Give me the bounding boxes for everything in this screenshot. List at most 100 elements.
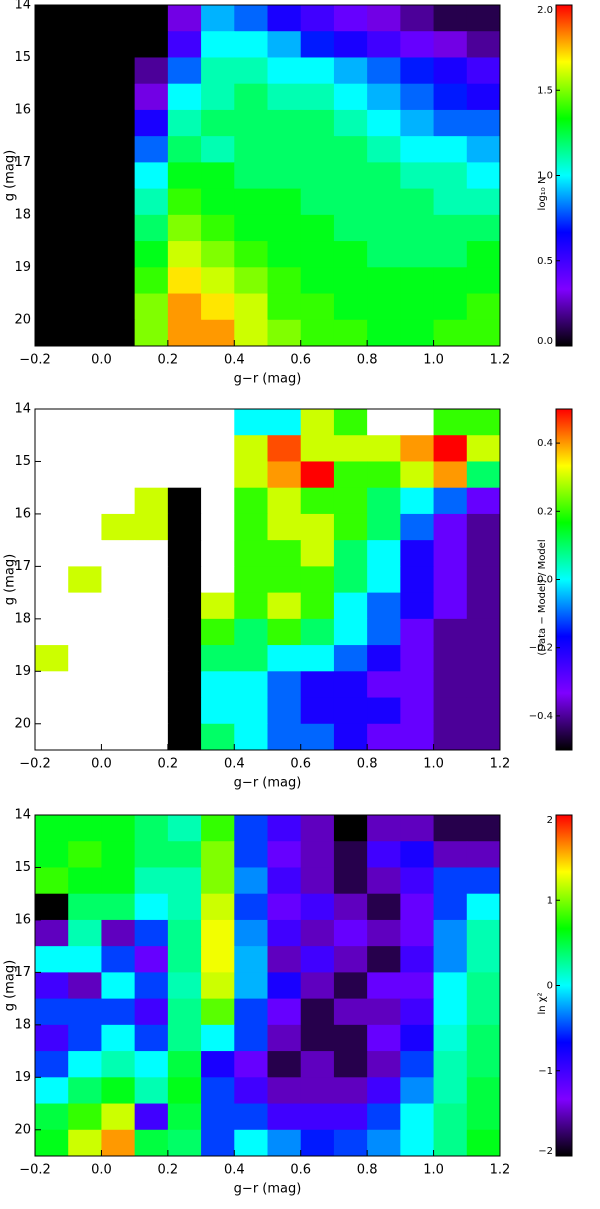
heat-cell	[234, 57, 268, 85]
heat-cell	[466, 841, 501, 868]
heat-cell	[35, 5, 69, 32]
heat-cell	[466, 618, 501, 646]
heat-cell	[234, 319, 268, 347]
heat-cell	[400, 267, 435, 295]
heat-cell	[234, 109, 268, 137]
heat-cell	[167, 136, 202, 163]
heat-cell	[300, 31, 335, 58]
heat-cell	[267, 946, 302, 973]
panel: −0.2 0.0 0.2 0.4 0.6 0.8 1.0 1.2 14 15 16 17 18 19 20 g…	[3, 402, 511, 791]
heat-cell	[35, 1024, 69, 1052]
heat-cell	[234, 1024, 268, 1052]
heat-cell	[400, 31, 435, 58]
plot-frame	[34, 408, 501, 751]
heat-cell	[167, 513, 202, 541]
heat-cell	[234, 5, 268, 32]
heat-cell	[234, 487, 268, 515]
heat-cell	[267, 435, 302, 462]
heat-cell	[68, 972, 102, 1000]
heat-cell	[134, 1103, 169, 1131]
heat-cell	[333, 461, 368, 489]
y-tick-label: 19	[14, 664, 31, 679]
heat-cell	[167, 267, 202, 295]
heat-cell	[433, 972, 468, 1000]
heat-cell	[134, 998, 169, 1026]
heat-cell	[333, 435, 368, 462]
heat-cell	[167, 319, 202, 347]
heat-cell	[367, 671, 401, 699]
heat-cell	[433, 293, 468, 321]
heat-cell	[101, 1051, 136, 1078]
x-tick-label: 0.6	[290, 757, 311, 772]
heat-cell	[466, 671, 501, 699]
heat-cell	[234, 293, 268, 321]
heat-cell	[68, 618, 102, 646]
heat-cell	[201, 214, 235, 242]
heat-cell	[466, 513, 501, 541]
heat-cell	[201, 618, 235, 646]
heat-cell	[267, 162, 302, 190]
heat-cell	[466, 1051, 501, 1078]
heat-cell	[201, 867, 235, 895]
heat-cell	[433, 109, 468, 137]
heat-cell	[333, 319, 368, 347]
y-tick-label: 14	[14, 808, 31, 823]
heat-cell	[68, 697, 102, 725]
heat-cell	[267, 815, 302, 842]
heat-cell	[267, 487, 302, 515]
heat-cell	[367, 540, 401, 567]
x-tick-label: 0.8	[357, 757, 378, 772]
heat-cell	[300, 435, 335, 462]
heat-cell	[433, 188, 468, 216]
heat-cell	[201, 592, 235, 620]
heat-cell	[367, 188, 401, 216]
heat-cell	[134, 671, 169, 699]
heat-cell	[134, 592, 169, 620]
heat-cell	[101, 319, 136, 347]
heat-cell	[333, 1077, 368, 1105]
heat-cell	[333, 267, 368, 295]
heat-cell	[300, 1129, 335, 1157]
heat-cell	[400, 540, 435, 567]
heat-cell	[267, 188, 302, 216]
heat-cell	[400, 566, 435, 594]
heat-cell	[167, 867, 202, 895]
colorbar-tick-label: 1	[547, 895, 553, 906]
colorbar-tick-label: 0.4	[537, 438, 553, 449]
heat-cell	[433, 1077, 468, 1105]
heat-cell	[367, 5, 401, 32]
heat-cell	[134, 83, 169, 111]
heat-cell	[433, 214, 468, 242]
heat-cell	[134, 566, 169, 594]
heat-cell	[333, 241, 368, 268]
heat-cell	[68, 57, 102, 85]
heat-cell	[101, 540, 136, 567]
x-axis-label: g−r (mag)	[234, 372, 302, 387]
heat-cell	[333, 867, 368, 895]
heat-cell	[367, 1077, 401, 1105]
heat-cell	[101, 241, 136, 268]
heat-cell	[466, 31, 501, 58]
heat-cell	[234, 592, 268, 620]
heat-cell	[167, 1129, 202, 1157]
heat-cell	[267, 893, 302, 921]
heat-cell	[101, 1077, 136, 1105]
heat-cell	[101, 919, 136, 947]
heat-cell	[101, 487, 136, 515]
heat-cell	[68, 136, 102, 163]
heat-cell	[433, 645, 468, 672]
heat-cell	[35, 241, 69, 268]
heat-cell	[466, 867, 501, 895]
heat-cell	[35, 409, 69, 436]
heat-cell	[35, 618, 69, 646]
heat-cell	[267, 1103, 302, 1131]
heat-cell	[400, 513, 435, 541]
heat-cell	[101, 815, 136, 842]
heat-cell	[433, 1103, 468, 1131]
heat-cell	[35, 1077, 69, 1105]
heat-cell	[68, 815, 102, 842]
heat-cell	[167, 998, 202, 1026]
heat-cell	[333, 998, 368, 1026]
heat-cell	[68, 1103, 102, 1131]
x-tick-label: −0.2	[19, 757, 51, 772]
